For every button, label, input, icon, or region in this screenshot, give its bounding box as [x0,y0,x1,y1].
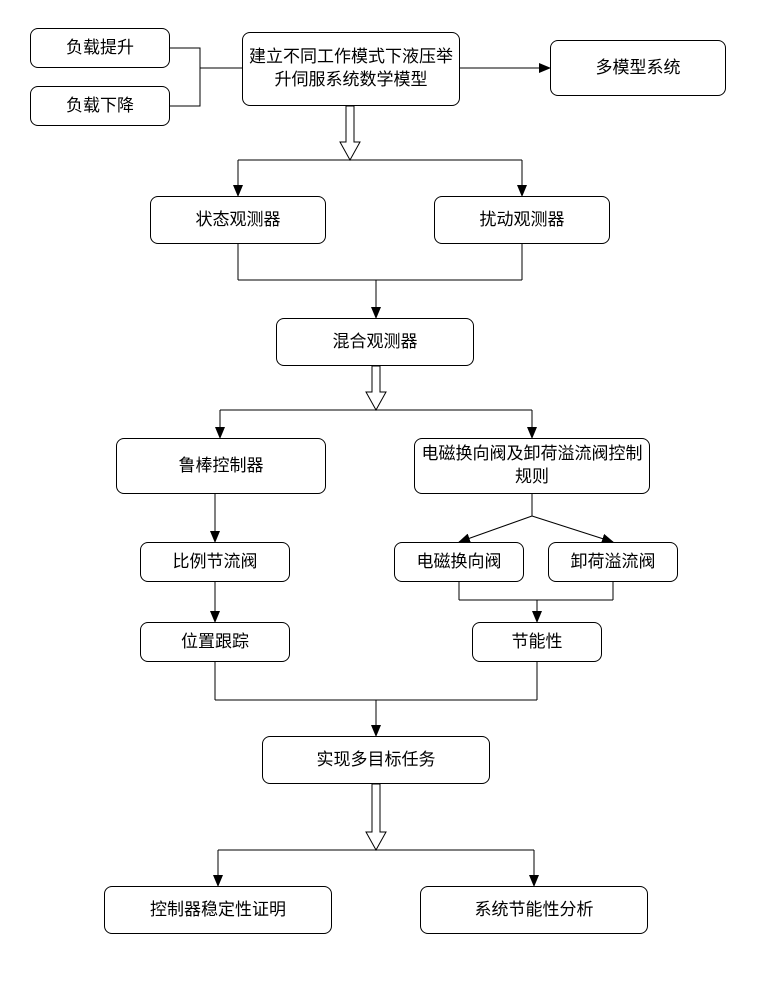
node-relief_valve: 卸荷溢流阀 [548,542,678,582]
node-robust_ctrl: 鲁棒控制器 [116,438,326,494]
node-state_obs: 状态观测器 [150,196,326,244]
node-stability: 控制器稳定性证明 [104,886,332,934]
node-multi_task: 实现多目标任务 [262,736,490,784]
node-hybrid_obs: 混合观测器 [276,318,474,366]
node-model: 建立不同工作模式下液压举升伺服系统数学模型 [242,32,460,106]
node-load_up: 负载提升 [30,28,170,68]
node-energy_anal: 系统节能性分析 [420,886,648,934]
node-load_down: 负载下降 [30,86,170,126]
node-pos_track: 位置跟踪 [140,622,290,662]
node-energy_save: 节能性 [472,622,602,662]
edge-layer [0,0,774,1000]
node-disturb_obs: 扰动观测器 [434,196,610,244]
node-emv: 电磁换向阀 [394,542,524,582]
node-multi_model: 多模型系统 [550,40,726,96]
node-prop_valve: 比例节流阀 [140,542,290,582]
node-valve_rules: 电磁换向阀及卸荷溢流阀控制规则 [414,438,650,494]
